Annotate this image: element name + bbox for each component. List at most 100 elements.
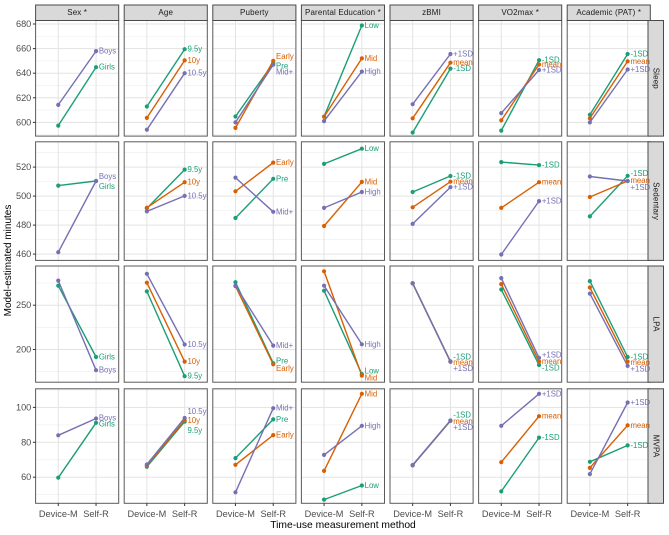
svg-text:Low: Low: [365, 481, 380, 490]
svg-text:Device-M: Device-M: [39, 509, 78, 519]
svg-text:80: 80: [21, 437, 31, 447]
svg-text:Pre: Pre: [276, 174, 288, 183]
svg-text:High: High: [365, 67, 381, 76]
svg-text:Device-M: Device-M: [127, 509, 166, 519]
svg-text:Self-R: Self-R: [438, 509, 464, 519]
svg-text:-1SD: -1SD: [453, 64, 471, 73]
svg-text:+1SD: +1SD: [630, 364, 650, 373]
svg-text:200: 200: [16, 345, 31, 355]
svg-text:+1SD: +1SD: [630, 65, 650, 74]
svg-text:Self-R: Self-R: [83, 509, 109, 519]
svg-text:mean: mean: [630, 358, 650, 367]
svg-text:MVPA: MVPA: [651, 435, 660, 458]
svg-text:520: 520: [16, 162, 31, 172]
svg-text:Device-M: Device-M: [393, 509, 432, 519]
svg-text:Girls: Girls: [99, 182, 115, 191]
svg-text:10y: 10y: [187, 56, 200, 65]
svg-text:460: 460: [16, 249, 31, 259]
svg-text:Mid+: Mid+: [276, 341, 294, 350]
svg-text:-1SD: -1SD: [453, 352, 471, 361]
svg-text:Boys: Boys: [99, 172, 116, 181]
svg-text:Boys: Boys: [99, 413, 116, 422]
svg-text:+1SD: +1SD: [453, 423, 473, 432]
svg-text:Self-R: Self-R: [172, 509, 198, 519]
svg-text:Self-R: Self-R: [260, 509, 286, 519]
svg-text:mean: mean: [630, 421, 650, 430]
svg-text:+1SD: +1SD: [542, 197, 562, 206]
svg-text:Sex *: Sex *: [67, 8, 87, 17]
svg-text:Pre: Pre: [276, 415, 288, 424]
svg-text:Girls: Girls: [99, 353, 115, 362]
svg-text:480: 480: [16, 220, 31, 230]
svg-text:60: 60: [21, 472, 31, 482]
svg-text:10y: 10y: [187, 178, 200, 187]
svg-text:Early: Early: [276, 364, 294, 373]
svg-text:mean: mean: [453, 177, 473, 186]
svg-text:9.5y: 9.5y: [187, 426, 202, 435]
svg-text:Girls: Girls: [99, 420, 115, 429]
svg-text:-1SD: -1SD: [630, 353, 648, 362]
svg-text:+1SD: +1SD: [542, 66, 562, 75]
svg-text:9.5y: 9.5y: [187, 165, 202, 174]
svg-text:-1SD: -1SD: [630, 169, 648, 178]
svg-text:Mid: Mid: [365, 389, 378, 398]
svg-text:+1SD: +1SD: [453, 183, 473, 192]
svg-text:mean: mean: [453, 58, 473, 67]
svg-text:Early: Early: [276, 158, 294, 167]
svg-text:Mid: Mid: [365, 373, 378, 382]
svg-text:mean: mean: [542, 60, 562, 69]
svg-text:zBMI: zBMI: [422, 8, 441, 17]
svg-text:Device-M: Device-M: [570, 509, 609, 519]
svg-text:Parental Education *: Parental Education *: [305, 8, 381, 17]
svg-text:mean: mean: [542, 412, 562, 421]
svg-text:10.5y: 10.5y: [187, 340, 206, 349]
svg-text:-1SD: -1SD: [630, 441, 648, 450]
svg-text:10.5y: 10.5y: [187, 407, 206, 416]
svg-text:High: High: [365, 188, 381, 197]
svg-text:Sleep: Sleep: [651, 68, 660, 90]
svg-text:Low: Low: [365, 21, 380, 30]
svg-text:Time-use measurement method: Time-use measurement method: [270, 520, 416, 531]
svg-text:Low: Low: [365, 144, 380, 153]
svg-text:10y: 10y: [187, 416, 200, 425]
svg-text:mean: mean: [542, 178, 562, 187]
svg-text:Boys: Boys: [99, 47, 116, 56]
svg-text:High: High: [365, 421, 381, 430]
svg-text:Low: Low: [365, 367, 380, 376]
svg-text:+1SD: +1SD: [630, 398, 650, 407]
svg-text:Mid+: Mid+: [276, 207, 294, 216]
svg-text:Self-R: Self-R: [349, 509, 375, 519]
svg-text:-1SD: -1SD: [542, 364, 560, 373]
svg-text:620: 620: [16, 93, 31, 103]
svg-text:Puberty: Puberty: [240, 8, 269, 17]
svg-text:-1SD: -1SD: [453, 172, 471, 181]
svg-text:LPA: LPA: [651, 317, 660, 332]
svg-text:Device-M: Device-M: [482, 509, 521, 519]
svg-text:-1SD: -1SD: [542, 433, 560, 442]
svg-text:+1SD: +1SD: [453, 364, 473, 373]
svg-text:-1SD: -1SD: [542, 161, 560, 170]
svg-text:mean: mean: [542, 357, 562, 366]
svg-text:mean: mean: [453, 417, 473, 426]
svg-text:Model-estimated minutes: Model-estimated minutes: [3, 205, 14, 317]
svg-text:Device-M: Device-M: [216, 509, 255, 519]
svg-text:Self-R: Self-R: [526, 509, 552, 519]
svg-text:640: 640: [16, 68, 31, 78]
svg-text:10y: 10y: [187, 357, 200, 366]
svg-text:9.5y: 9.5y: [187, 372, 202, 381]
svg-text:250: 250: [16, 300, 31, 310]
svg-text:Early: Early: [276, 431, 294, 440]
svg-text:+1SD: +1SD: [542, 351, 562, 360]
svg-text:High: High: [365, 340, 381, 349]
svg-text:500: 500: [16, 191, 31, 201]
svg-text:+1SD: +1SD: [453, 50, 473, 59]
svg-text:VO2max *: VO2max *: [501, 8, 539, 17]
svg-text:mean: mean: [630, 57, 650, 66]
svg-text:Boys: Boys: [99, 366, 116, 375]
svg-text:Early: Early: [276, 52, 294, 61]
svg-text:600: 600: [16, 117, 31, 127]
svg-text:680: 680: [16, 19, 31, 29]
svg-text:Mid: Mid: [365, 177, 378, 186]
svg-text:Device-M: Device-M: [305, 509, 344, 519]
svg-text:Girls: Girls: [99, 63, 115, 72]
